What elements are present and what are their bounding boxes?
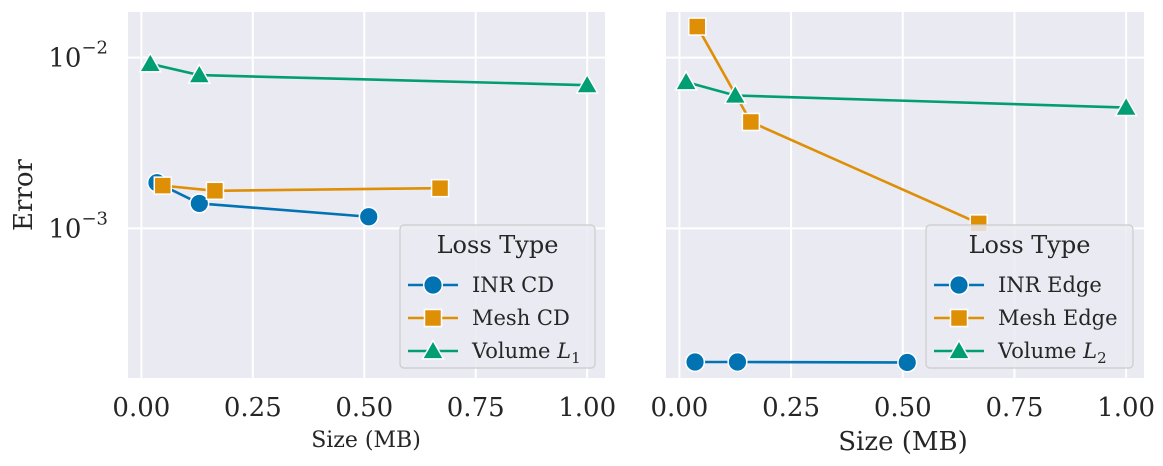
mesh-edge-point (688, 17, 707, 36)
left-x-tick-label: 0.00 (112, 393, 170, 423)
legend-volume-l2-marker (947, 338, 971, 360)
inr-cd-point (358, 206, 379, 227)
legend-volume-l2-label: Volume L2 (997, 339, 1107, 367)
left-chart-panel: 0.00 0.25 0.50 0.75 1.00 10−210−3 Size (MB) … (9, 12, 616, 453)
mesh-cd-point (430, 178, 450, 198)
inr-edge-point (897, 352, 918, 373)
volume-l2-point (1114, 95, 1138, 117)
volume-l1-point (187, 63, 212, 84)
right-chart-panel: 0.00 0.25 0.50 0.75 1.00 Size (MB) Loss Type… (650, 12, 1155, 457)
left-series-layer (138, 51, 600, 227)
left-legend: Loss Type INR CD Mesh CD Volume L1 (399, 224, 596, 369)
right-x-tick-labels: 0.00 0.25 0.50 0.75 1.00 (650, 393, 1155, 423)
left-y-tick-label: 10−3 (48, 208, 108, 244)
left-x-tick-label: 0.25 (224, 393, 282, 423)
left-x-tick-label: 0.75 (447, 393, 505, 423)
right-legend-title: Loss Type (969, 231, 1091, 259)
left-x-tick-label: 0.50 (335, 393, 393, 423)
inr-cd-point (189, 193, 210, 214)
legend-mesh-cd-marker (423, 308, 443, 328)
left-y-tick-label: 10−2 (48, 38, 108, 74)
right-x-tick-label: 1.00 (1097, 393, 1155, 423)
legend-inr-cd-marker (422, 274, 444, 296)
right-x-tick-label: 0.75 (986, 393, 1044, 423)
inr-edge-point (684, 351, 706, 373)
left-legend-title: Loss Type (437, 231, 559, 259)
left-legend-box (399, 224, 596, 369)
legend-inr-cd-label: INR CD (472, 273, 554, 297)
inr-edge-point (727, 351, 748, 373)
left-y-axis-label: Error (9, 158, 39, 230)
right-legend-box (925, 224, 1134, 369)
legend-mesh-edge-label: Mesh Edge (998, 306, 1118, 330)
right-x-tick-label: 0.00 (650, 393, 708, 423)
volume-l1-point (138, 51, 163, 73)
volume-l2-point (674, 69, 698, 91)
legend-volume-l1-marker (421, 338, 445, 360)
volume-l2-point (723, 83, 748, 105)
left-x-tick-labels: 0.00 0.25 0.50 0.75 1.00 (112, 393, 616, 423)
mesh-edge-point (741, 112, 761, 132)
left-y-tick-labels: 10−2 10−3 (48, 38, 108, 245)
right-grid (666, 12, 1144, 378)
mesh-cd-point (153, 176, 173, 195)
right-x-tick-label: 0.25 (762, 393, 820, 423)
legend-mesh-cd-label: Mesh CD (472, 306, 570, 330)
legend-mesh-edge-marker (949, 308, 969, 328)
left-x-axis-label: Size (MB) (311, 428, 421, 453)
left-x-tick-label: 1.00 (558, 393, 616, 423)
right-x-axis-label: Size (MB) (838, 427, 968, 457)
right-x-tick-label: 0.50 (874, 393, 932, 423)
right-series-layer (674, 17, 1138, 373)
legend-inr-edge-marker (948, 274, 970, 296)
volume-l1-point (575, 73, 600, 94)
legend-volume-l1-label: Volume L1 (471, 339, 581, 367)
right-legend: Loss Type INR Edge Mesh Edge Volume L2 (925, 224, 1134, 369)
legend-inr-edge-label: INR Edge (998, 273, 1102, 297)
mesh-cd-point (205, 181, 225, 201)
